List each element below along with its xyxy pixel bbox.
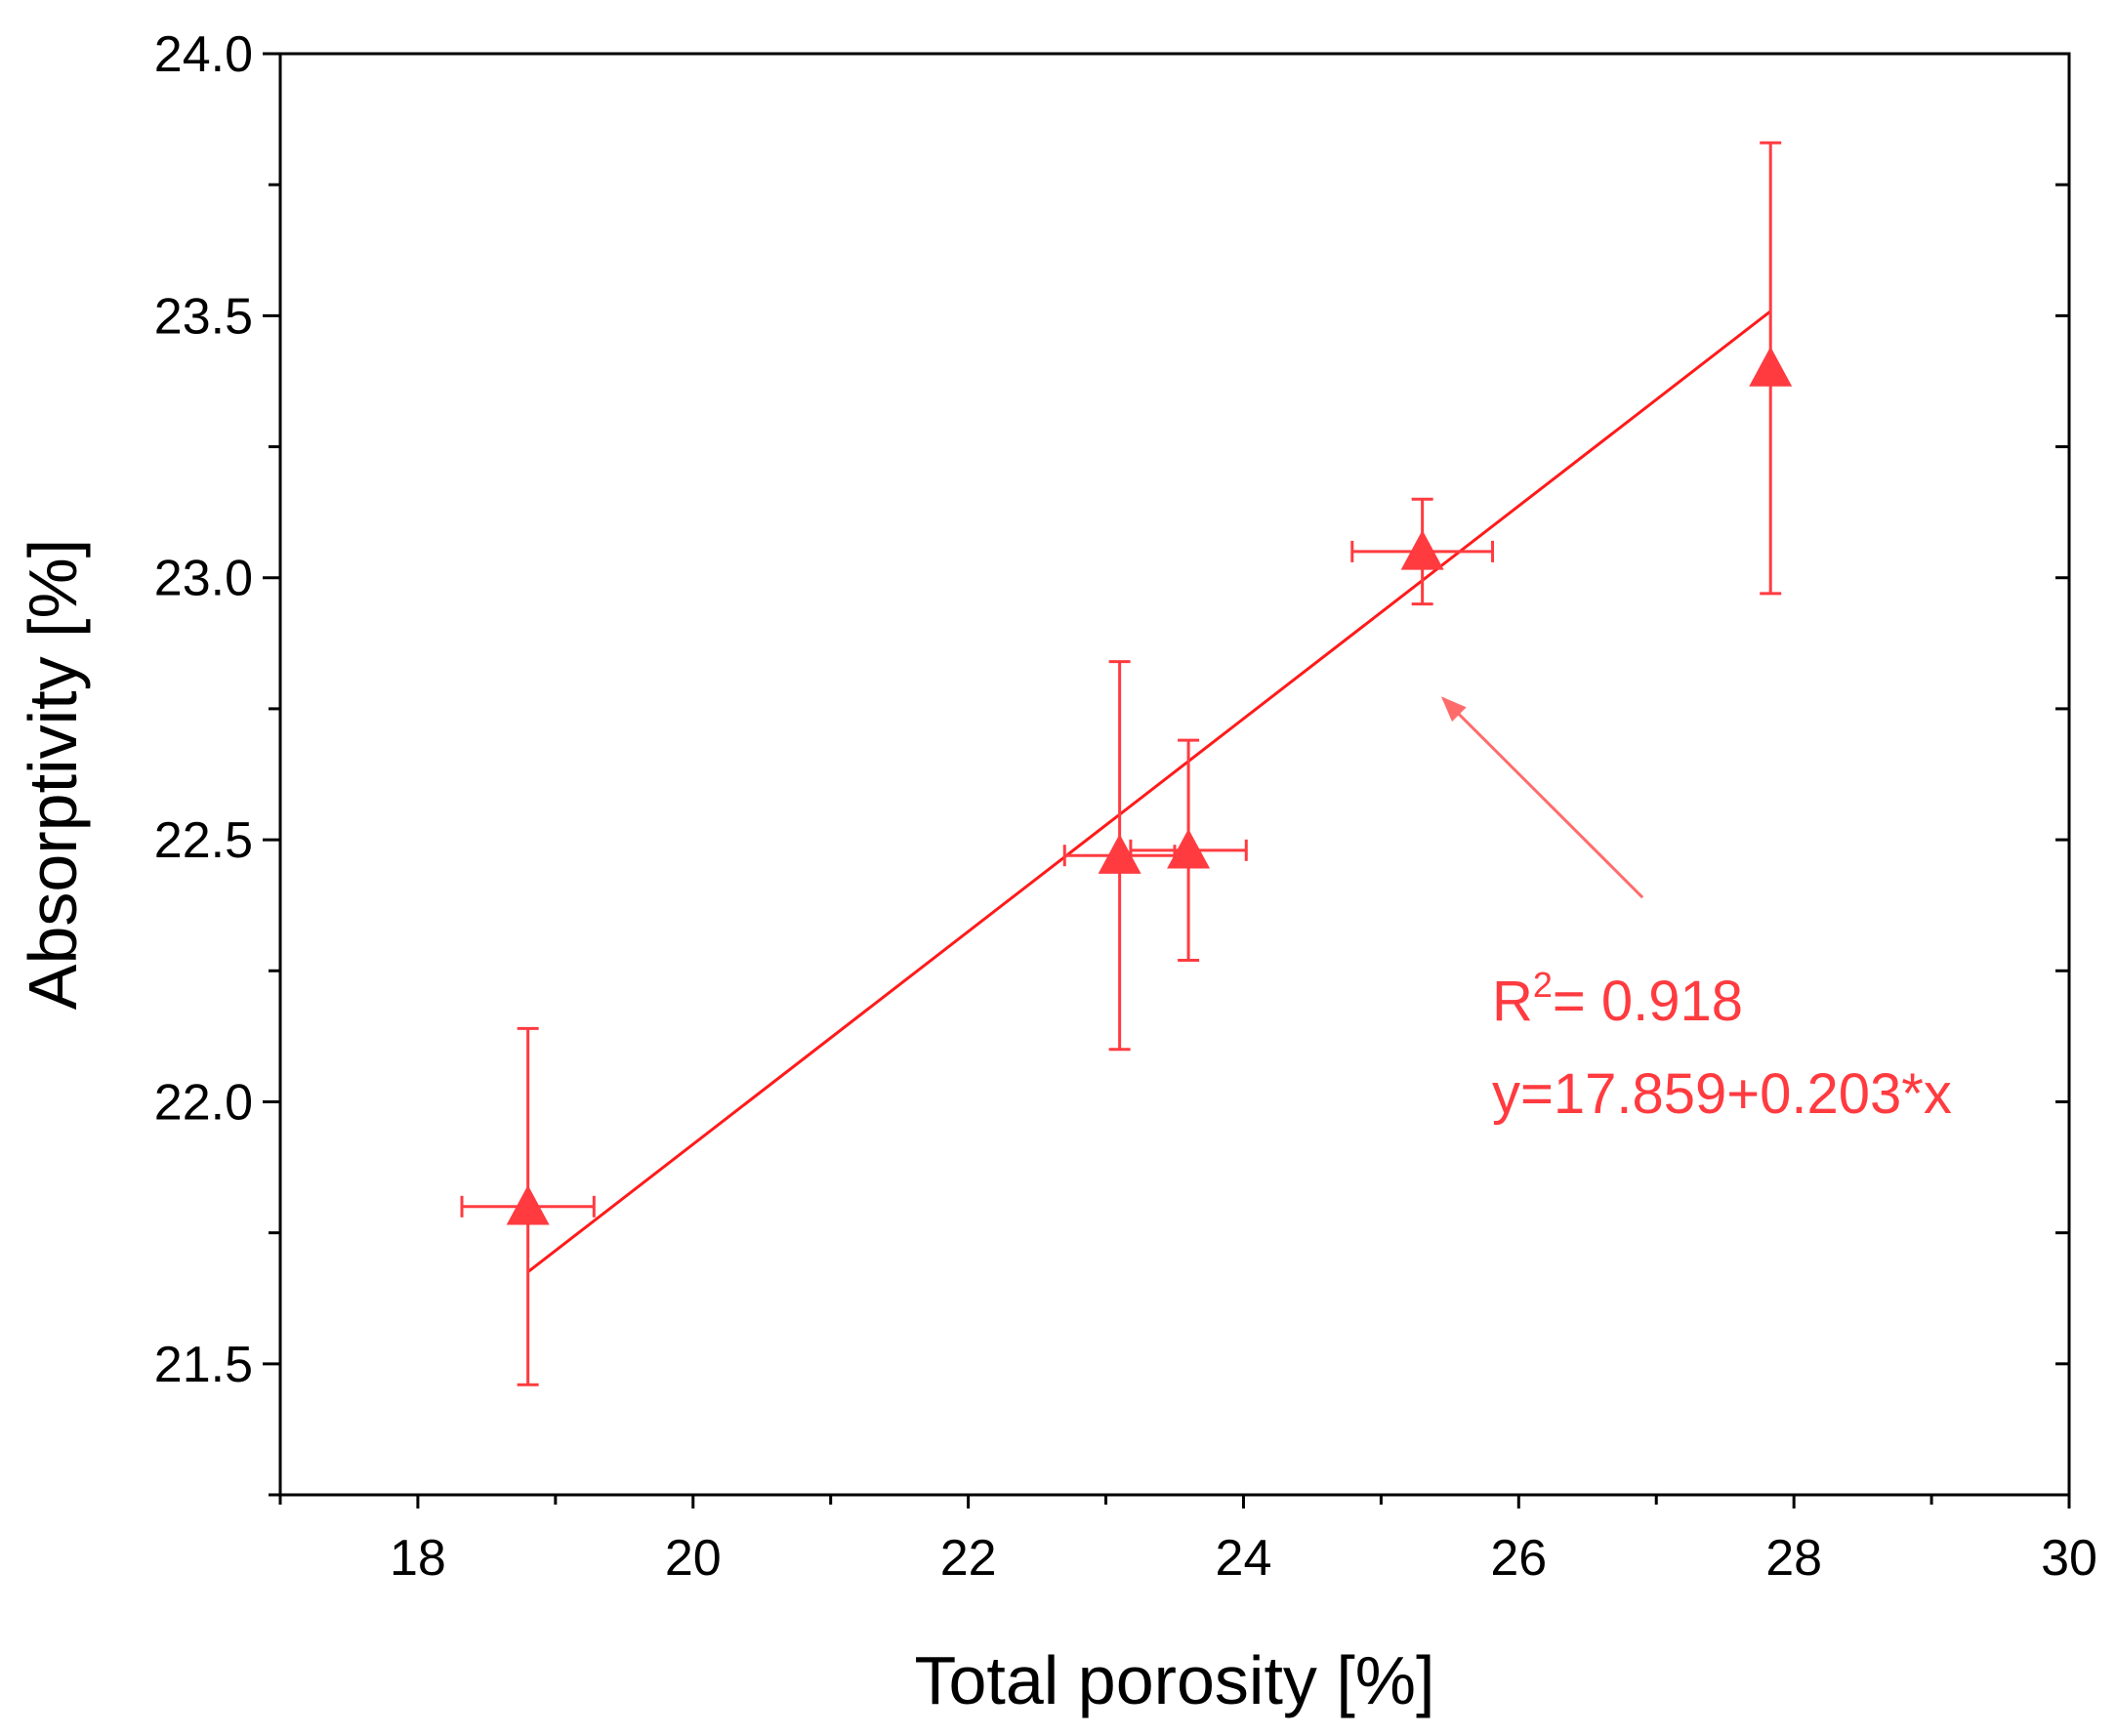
x-tick-label: 30 [2041, 1530, 2097, 1587]
data-point [460, 1026, 596, 1386]
y-tick-label: 22.5 [154, 812, 253, 869]
x-tick-label: 24 [1216, 1530, 1272, 1587]
x-tick-label: 18 [390, 1530, 446, 1587]
x-tick-label: 28 [1765, 1530, 1822, 1587]
data-marks [460, 141, 1793, 1386]
x-axis-title: Total porosity [%] [915, 1642, 1435, 1718]
triangle-marker [1749, 347, 1793, 387]
r-squared-symbol: R [1492, 970, 1533, 1033]
plot-area-frame [278, 52, 2071, 1497]
x-tick-label: 26 [1490, 1530, 1547, 1587]
y-tick-label: 23.0 [154, 551, 253, 607]
r-squared-value: = 0.918 [1553, 970, 1743, 1033]
y-axis-ticks: 21.5 22.0 22.5 23.0 23.5 24.0 [154, 26, 2069, 1497]
x-axis-ticks: 18 20 22 24 26 28 30 [278, 1495, 2097, 1587]
y-tick-label: 24.0 [154, 26, 253, 83]
data-point [1350, 497, 1495, 606]
triangle-marker [1400, 529, 1444, 570]
y-axis-title: Absorptivity [%] [15, 539, 91, 1010]
y-tick-label: 23.5 [154, 288, 253, 345]
fit-equation: y=17.859+0.203*x [1492, 1062, 1952, 1126]
data-point [1062, 660, 1177, 1052]
y-tick-label: 21.5 [154, 1337, 253, 1393]
data-point [1129, 738, 1248, 963]
triangle-marker [1098, 834, 1141, 874]
x-tick-label: 22 [940, 1530, 997, 1587]
fit-line [526, 310, 1772, 1273]
data-point [1749, 141, 1793, 596]
x-tick-label: 20 [665, 1530, 722, 1587]
r-squared-superscript: 2 [1533, 965, 1553, 1005]
triangle-marker [506, 1184, 550, 1225]
r-squared-label: R2= 0.918 [1492, 965, 1743, 1033]
triangle-marker [1167, 828, 1211, 869]
annotation-arrow [1440, 696, 1644, 899]
y-tick-label: 22.0 [154, 1074, 253, 1131]
